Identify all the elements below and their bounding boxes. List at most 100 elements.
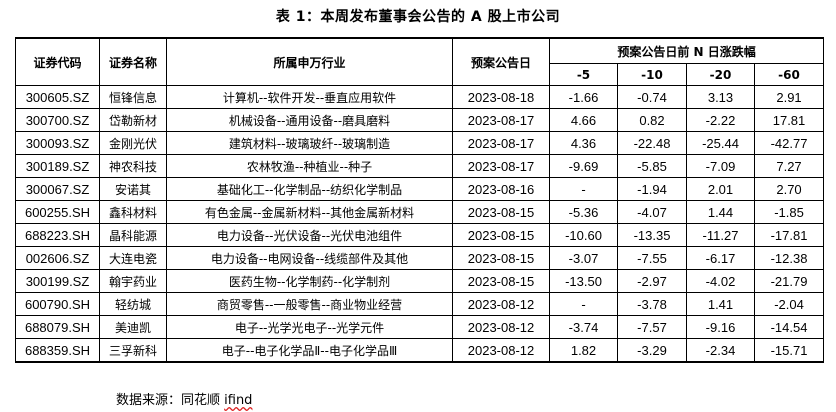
cell-change-10: -2.97 — [617, 269, 687, 293]
cell-name: 翰宇药业 — [99, 269, 167, 293]
cell-industry: 商贸零售--一般零售--商业物业经营 — [166, 292, 453, 316]
cell-date: 2023-08-12 — [452, 315, 550, 339]
header-change-group: 预案公告日前 N 日涨跌幅 — [548, 37, 825, 64]
cell-industry: 电力设备--电网设备--线缆部件及其他 — [166, 246, 453, 270]
cell-date: 2023-08-17 — [452, 131, 550, 155]
cell-change-10: 0.82 — [617, 108, 687, 132]
table-row: 300189.SZ 神农科技 农林牧渔--种植业--种子 2023-08-17 -9.6… — [15, 154, 825, 178]
cell-code: 688079.SH — [15, 315, 100, 339]
cell-change-5: -10.60 — [549, 223, 618, 247]
cell-date: 2023-08-12 — [452, 292, 550, 316]
cell-industry: 电力设备--光伏设备--光伏电池组件 — [166, 223, 453, 247]
cell-change-60: -1.85 — [753, 200, 825, 224]
table-row: 300199.SZ 翰宇药业 医药生物--化学制药--化学制剂 2023-08-15-… — [15, 269, 825, 293]
cell-change-5: - — [549, 292, 618, 316]
announcement-table: 证券代码 证券名称 所属申万行业 预案公告日 预案公告日前 N 日涨跌幅 -5 … — [15, 37, 825, 363]
header-n-20: -20 — [686, 63, 755, 86]
cell-date: 2023-08-15 — [452, 246, 550, 270]
cell-industry: 建筑材料--玻璃玻纤--玻璃制造 — [166, 131, 453, 155]
cell-change-20: 3.13 — [686, 85, 755, 109]
cell-change-60: -12.38 — [753, 246, 825, 270]
cell-change-60: -42.77 — [753, 131, 825, 155]
cell-name: 大连电瓷 — [99, 246, 167, 270]
cell-date: 2023-08-18 — [452, 85, 550, 109]
table-row: 688223.SH 晶科能源 电力设备--光伏设备--光伏电池组件 2023-08-1… — [15, 223, 825, 247]
table-body: 300605.SZ 恒锋信息 计算机--软件开发--垂直应用软件 2023-08-18… — [15, 85, 825, 363]
cell-name: 美迪凯 — [99, 315, 167, 339]
cell-change-20: -9.16 — [686, 315, 755, 339]
cell-date: 2023-08-15 — [452, 269, 550, 293]
cell-date: 2023-08-16 — [452, 177, 550, 201]
cell-name: 鑫科材料 — [99, 200, 167, 224]
cell-change-5: -1.66 — [549, 85, 618, 109]
cell-change-10: -7.55 — [617, 246, 687, 270]
cell-change-10: -3.78 — [617, 292, 687, 316]
cell-change-10: -7.57 — [617, 315, 687, 339]
table-row: 002606.SZ 大连电瓷 电力设备--电网设备--线缆部件及其他 2023-08-… — [15, 246, 825, 270]
cell-change-20: 2.01 — [686, 177, 755, 201]
cell-change-60: -14.54 — [753, 315, 825, 339]
cell-change-60: -15.71 — [753, 338, 825, 363]
header-name: 证券名称 — [99, 37, 167, 86]
cell-change-20: -11.27 — [686, 223, 755, 247]
header-industry: 所属申万行业 — [166, 37, 453, 86]
cell-change-10: -4.07 — [617, 200, 687, 224]
source-prefix: 数据来源：同花顺 — [116, 393, 225, 408]
cell-change-5: -5.36 — [549, 200, 618, 224]
cell-code: 688223.SH — [15, 223, 100, 247]
cell-name: 轻纺城 — [99, 292, 167, 316]
cell-change-20: -4.02 — [686, 269, 755, 293]
header-n-5: -5 — [549, 63, 618, 86]
cell-date: 2023-08-17 — [452, 154, 550, 178]
cell-change-10: -3.29 — [617, 338, 687, 363]
cell-change-20: -6.17 — [686, 246, 755, 270]
table-row: 300700.SZ 岱勒新材 机械设备--通用设备--磨具磨料 2023-08-17 4… — [15, 108, 825, 132]
table-row: 600255.SH 鑫科材料 有色金属--金属新材料--其他金属新材料 2023-08… — [15, 200, 825, 224]
cell-code: 300067.SZ — [15, 177, 100, 201]
cell-date: 2023-08-15 — [452, 200, 550, 224]
cell-name: 三孚新科 — [99, 338, 167, 363]
cell-change-10: -5.85 — [617, 154, 687, 178]
cell-code: 300093.SZ — [15, 131, 100, 155]
cell-code: 600790.SH — [15, 292, 100, 316]
cell-industry: 机械设备--通用设备--磨具磨料 — [166, 108, 453, 132]
cell-date: 2023-08-12 — [452, 338, 550, 363]
cell-change-60: -21.79 — [753, 269, 825, 293]
cell-change-20: 1.44 — [686, 200, 755, 224]
table-row: 300605.SZ 恒锋信息 计算机--软件开发--垂直应用软件 2023-08-18… — [15, 85, 825, 109]
cell-name: 晶科能源 — [99, 223, 167, 247]
header-date: 预案公告日 — [452, 37, 550, 86]
cell-code: 300189.SZ — [15, 154, 100, 178]
cell-change-10: -22.48 — [617, 131, 687, 155]
cell-code: 300605.SZ — [15, 85, 100, 109]
cell-change-20: -2.22 — [686, 108, 755, 132]
cell-code: 300199.SZ — [15, 269, 100, 293]
header-code: 证券代码 — [15, 37, 100, 86]
cell-industry: 电子--电子化学品Ⅱ--电子化学品Ⅲ — [166, 338, 453, 363]
cell-change-60: 2.91 — [753, 85, 825, 109]
cell-name: 安诺其 — [99, 177, 167, 201]
cell-date: 2023-08-17 — [452, 108, 550, 132]
cell-code: 002606.SZ — [15, 246, 100, 270]
cell-change-60: 17.81 — [753, 108, 825, 132]
table-row: 300093.SZ 金刚光伏 建筑材料--玻璃玻纤--玻璃制造 2023-08-17 4… — [15, 131, 825, 155]
cell-industry: 基础化工--化学制品--纺织化学制品 — [166, 177, 453, 201]
cell-change-60: -17.81 — [753, 223, 825, 247]
cell-change-5: 4.36 — [549, 131, 618, 155]
cell-change-10: -13.35 — [617, 223, 687, 247]
cell-change-20: -25.44 — [686, 131, 755, 155]
cell-change-10: -1.94 — [617, 177, 687, 201]
cell-change-5: 1.82 — [549, 338, 618, 363]
cell-industry: 电子--光学光电子--光学元件 — [166, 315, 453, 339]
header-n-10: -10 — [617, 63, 687, 86]
table-row: 688359.SH 三孚新科 电子--电子化学品Ⅱ--电子化学品Ⅲ 2023-08-1… — [15, 338, 825, 363]
cell-change-10: -0.74 — [617, 85, 687, 109]
data-source-note: 数据来源：同花顺 ifind — [116, 389, 252, 408]
cell-change-60: 7.27 — [753, 154, 825, 178]
table-row: 688079.SH 美迪凯 电子--光学光电子--光学元件 2023-08-12 -3.… — [15, 315, 825, 339]
cell-industry: 有色金属--金属新材料--其他金属新材料 — [166, 200, 453, 224]
table-row: 600790.SH 轻纺城 商贸零售--一般零售--商业物业经营 2023-08-12… — [15, 292, 825, 316]
table-row: 300067.SZ 安诺其 基础化工--化学制品--纺织化学制品 2023-08-16… — [15, 177, 825, 201]
cell-change-20: 1.41 — [686, 292, 755, 316]
cell-name: 神农科技 — [99, 154, 167, 178]
